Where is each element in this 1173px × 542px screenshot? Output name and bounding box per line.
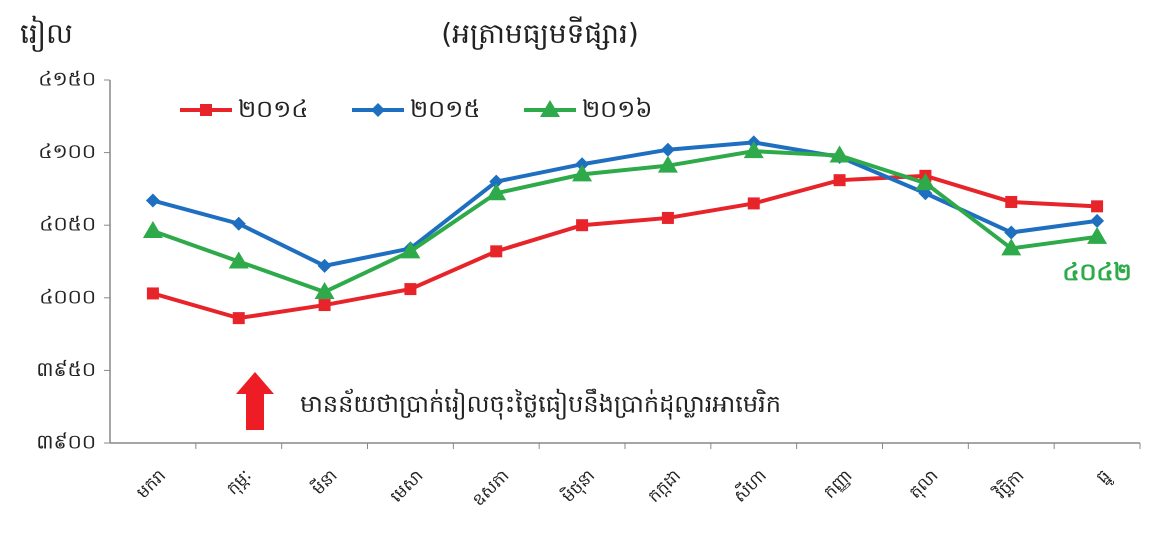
x-tick-label: តុលា xyxy=(905,466,943,504)
data-point xyxy=(317,258,332,273)
legend-marker xyxy=(540,100,560,117)
legend-marker xyxy=(200,104,212,116)
y-tick-label: ៣៩៥០ xyxy=(36,357,96,381)
x-tick-label: សីហា xyxy=(729,465,771,507)
data-point xyxy=(486,183,507,201)
data-point xyxy=(1090,213,1105,228)
data-point xyxy=(572,164,593,182)
data-point xyxy=(1091,200,1104,213)
x-tick-label: កញ្ញា xyxy=(820,466,857,503)
annotation: មានន័យថាប្រាក់រៀលចុះថ្លៃធៀបនឹងប្រាក់ដុល្… xyxy=(300,388,781,420)
data-point xyxy=(318,299,331,312)
y-tick-label: ៤១៥០ xyxy=(38,67,96,91)
series-line xyxy=(152,149,1098,295)
y-axis-label: រៀល xyxy=(20,15,73,52)
data-point xyxy=(404,283,417,296)
series-line xyxy=(152,173,1098,321)
data-point xyxy=(231,216,246,231)
data-point xyxy=(657,155,678,173)
data-point xyxy=(833,174,846,187)
data-point xyxy=(489,174,504,189)
data-point xyxy=(232,312,245,325)
data-point xyxy=(1001,238,1022,256)
data-label: ៤០៤២ xyxy=(1063,258,1132,286)
data-point xyxy=(915,173,936,191)
data-point xyxy=(1005,195,1018,208)
y-tick-label: ៤០០០ xyxy=(39,284,96,308)
data-point xyxy=(575,157,590,172)
y-tick-label: ៤០៥០ xyxy=(39,212,96,236)
data-point xyxy=(660,142,675,157)
legend-label: ២០១៤ xyxy=(238,95,308,123)
data-point xyxy=(1004,225,1019,240)
data-point xyxy=(142,221,163,239)
x-tick-label: មីនា xyxy=(307,465,342,500)
data-point xyxy=(576,219,589,232)
x-tick-label: ឧសភា xyxy=(469,466,514,511)
x-tick-label: កក្កដា xyxy=(644,466,685,507)
x-tick-label: វិច្ឆិកា xyxy=(989,465,1029,505)
data-point xyxy=(400,241,421,259)
data-point xyxy=(1087,226,1108,244)
data-point xyxy=(490,245,503,258)
y-tick-label: ៣៩០០ xyxy=(36,430,96,454)
y-tick-label: ៤១០០ xyxy=(38,139,96,163)
legend-marker xyxy=(371,103,385,117)
data-point xyxy=(228,251,249,269)
chart-title: (អត្រាមធ្យមទីផ្សារ) xyxy=(441,16,639,50)
series-line xyxy=(152,140,1098,268)
legend-label: ២០១៦ xyxy=(582,95,652,123)
data-point xyxy=(747,197,760,210)
data-point xyxy=(661,211,674,224)
x-tick-label: កុម្ភៈ xyxy=(223,466,257,500)
data-point xyxy=(314,281,335,299)
data-point xyxy=(829,145,850,163)
x-tick-label: មិថុនា xyxy=(557,465,600,508)
data-point xyxy=(145,193,160,208)
x-tick-label: មករា xyxy=(133,466,170,503)
arrow-icon xyxy=(236,372,274,430)
x-tick-label: មេសា xyxy=(387,466,428,507)
data-point xyxy=(146,287,159,300)
data-point xyxy=(743,141,764,159)
x-tick-label: ធ្នូ xyxy=(1092,466,1116,490)
legend-label: ២០១៥ xyxy=(410,95,480,123)
